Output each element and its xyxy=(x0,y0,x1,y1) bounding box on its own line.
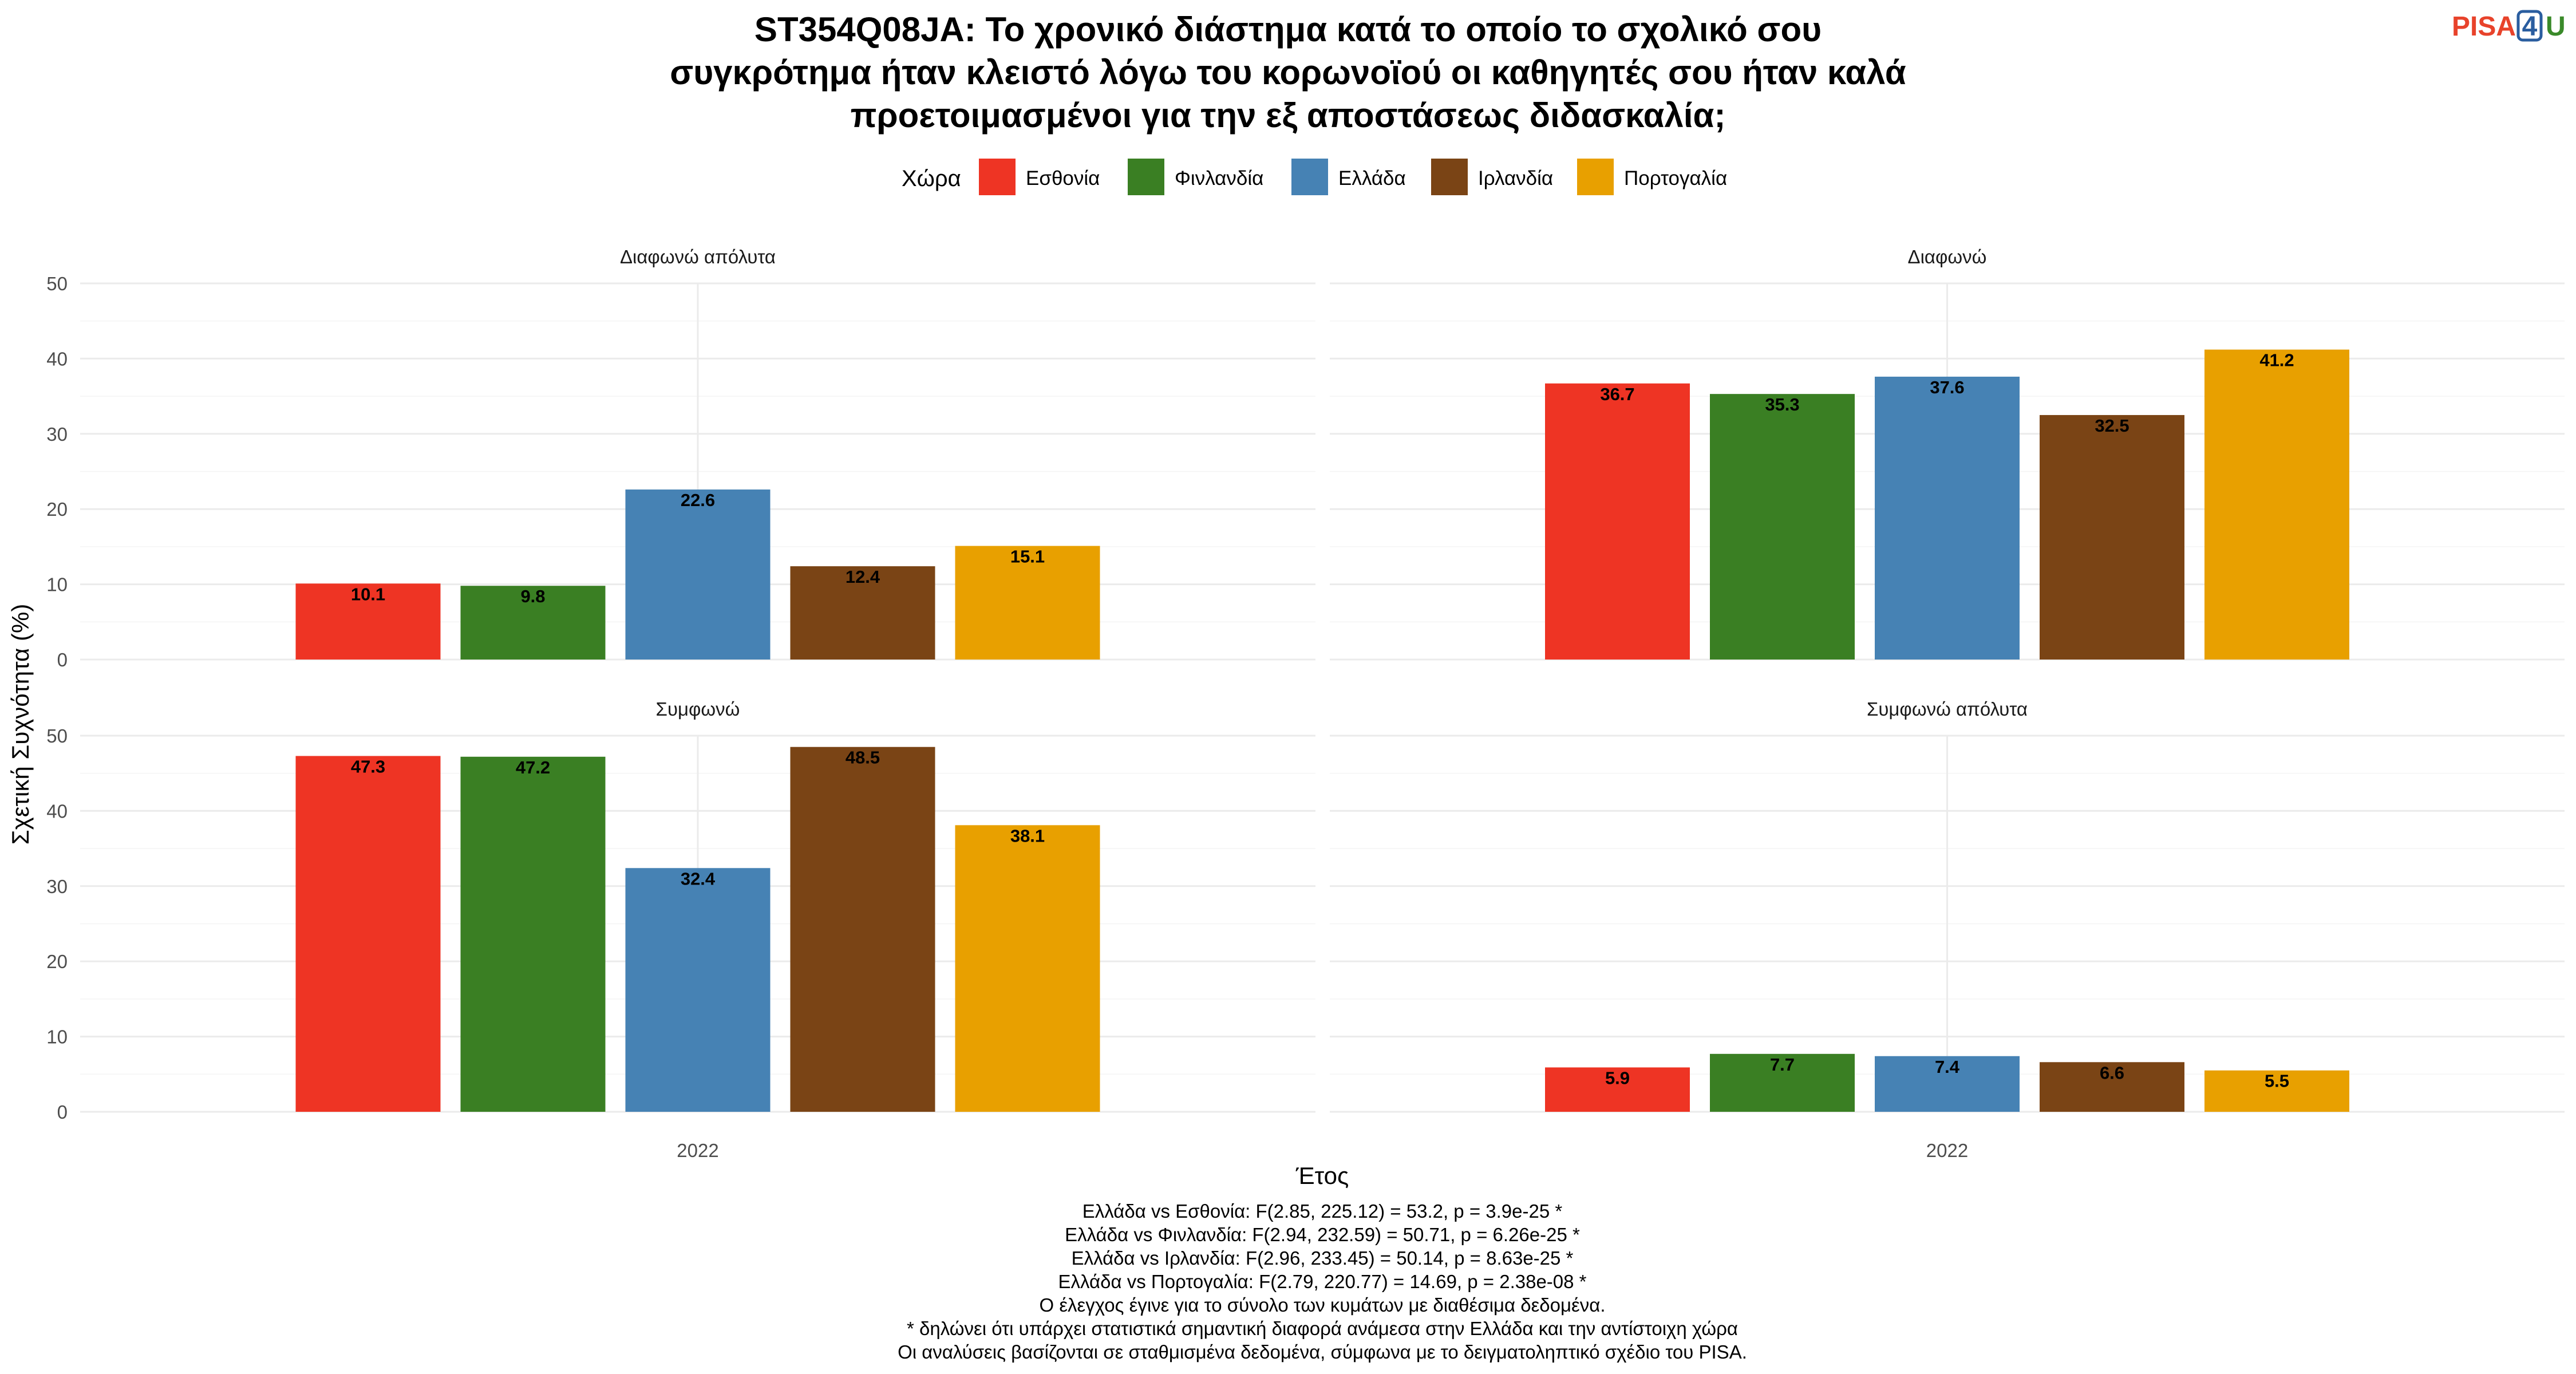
y-tick-label: 50 xyxy=(46,725,68,747)
facet-panel-1: 0 10 20 30 40 50 Διαφωνώ απόλυτα 10.1 9.8 22.6 12.… xyxy=(46,246,1315,670)
caption-line-2: Ελλάδα vs Φινλανδία: F(2.94, 232.59) = 5… xyxy=(1065,1224,1580,1245)
facet-panel-3: 0 10 20 30 40 50 Συμφωνώ 47.3 47.2 32.4 48.5 38.1 20… xyxy=(46,698,1315,1161)
bar-4-1 xyxy=(1545,1067,1690,1112)
bar-1-5 xyxy=(955,546,1100,660)
chart-title: ST354Q08JA: Το χρονικό διάστημα κατά το … xyxy=(670,10,1906,135)
bar-value-label: 47.2 xyxy=(516,757,550,777)
facet-title-1: Διαφωνώ απόλυτα xyxy=(620,246,776,267)
bar-value-label: 35.3 xyxy=(1765,394,1799,414)
y-tick-label: 0 xyxy=(57,649,68,670)
caption-line-3: Ελλάδα vs Ιρλανδία: F(2.96, 233.45) = 50… xyxy=(1072,1247,1574,1269)
bar-value-label: 7.4 xyxy=(1935,1057,1960,1077)
bar-3-2 xyxy=(460,756,606,1112)
legend-label-5: Πορτογαλία xyxy=(1624,167,1727,189)
y-tick-label: 10 xyxy=(46,1026,68,1048)
legend-key-5 xyxy=(1577,159,1614,195)
svg-text:PISA: PISA xyxy=(2452,11,2516,42)
bar-3-4 xyxy=(790,747,935,1112)
bar-2-3 xyxy=(1875,376,2020,660)
bar-4-5 xyxy=(2204,1070,2349,1112)
chart-title-line-1: ST354Q08JA: Το χρονικό διάστημα κατά το … xyxy=(754,10,1822,49)
pisa4u-logo: PISA 4 U xyxy=(2452,10,2566,42)
caption-line-6: * δηλώνει ότι υπάρχει στατιστικά σημαντι… xyxy=(907,1318,1738,1339)
facet-title-4: Συμφωνώ απόλυτα xyxy=(1867,698,2028,720)
bar-2-5 xyxy=(2204,349,2349,660)
bar-value-label: 12.4 xyxy=(846,567,880,587)
bar-value-label: 7.7 xyxy=(1770,1055,1795,1075)
svg-text:4: 4 xyxy=(2522,11,2538,42)
facet-title-2: Διαφωνώ xyxy=(1908,246,1987,267)
bar-value-label: 37.6 xyxy=(1930,377,1964,397)
y-tick-label: 50 xyxy=(46,273,68,294)
logo-prefix: PISA xyxy=(2452,11,2516,42)
y-tick-label: 0 xyxy=(57,1101,68,1123)
facet-title-3: Συμφωνώ xyxy=(656,698,740,720)
bar-1-3 xyxy=(625,489,771,660)
logo-digit: 4 xyxy=(2522,11,2538,42)
y-tick-label: 30 xyxy=(46,876,68,897)
bar-4-2 xyxy=(1710,1053,1855,1112)
legend-key-4 xyxy=(1431,159,1468,195)
chart-title-line-2: συγκρότημα ήταν κλειστό λόγω του κορωνοϊ… xyxy=(670,53,1906,92)
legend-key-1 xyxy=(979,159,1016,195)
caption-line-7: Οι αναλύσεις βασίζονται σε σταθμισμένα δ… xyxy=(898,1341,1747,1363)
bar-3-1 xyxy=(295,756,441,1112)
bar-value-label: 9.8 xyxy=(520,586,545,606)
bar-value-label: 22.6 xyxy=(681,490,715,510)
chart-caption: Ελλάδα vs Εσθονία: F(2.85, 225.12) = 53.… xyxy=(898,1201,1747,1363)
bar-value-label: 10.1 xyxy=(351,584,385,604)
bar-value-label: 36.7 xyxy=(1600,384,1634,404)
x-axis-title: Έτος xyxy=(1295,1162,1349,1189)
bar-value-label: 15.1 xyxy=(1010,547,1045,567)
bar-1-1 xyxy=(295,583,441,660)
facet-panel-4: Συμφωνώ απόλυτα 5.9 7.7 7.4 6.6 5.5 2022 xyxy=(1330,698,2565,1161)
legend-label-3: Ελλάδα xyxy=(1338,167,1406,189)
legend-label-2: Φινλανδία xyxy=(1175,167,1263,189)
y-tick-label: 20 xyxy=(46,951,68,972)
chart-title-line-3: προετοιμασμένοι για την εξ αποστάσεως δι… xyxy=(851,96,1726,135)
legend-key-2 xyxy=(1128,159,1164,195)
bar-2-4 xyxy=(2040,414,2184,660)
logo-suffix: U xyxy=(2546,11,2566,42)
bar-3-3 xyxy=(625,868,771,1112)
bar-value-label: 38.1 xyxy=(1010,826,1045,846)
y-tick-label: 10 xyxy=(46,574,68,595)
bar-4-4 xyxy=(2040,1062,2184,1112)
y-tick-label: 20 xyxy=(46,499,68,520)
bar-2-2 xyxy=(1710,394,1855,660)
caption-line-5: Ο έλεγχος έγινε για το σύνολο των κυμάτω… xyxy=(1040,1294,1606,1316)
bar-value-label: 32.5 xyxy=(2095,416,2129,436)
logo-digit-box xyxy=(2516,10,2543,42)
y-tick-label: 30 xyxy=(46,424,68,445)
bar-value-label: 5.9 xyxy=(1605,1068,1630,1088)
bar-value-label: 6.6 xyxy=(2100,1063,2124,1083)
bar-value-label: 48.5 xyxy=(846,748,880,768)
bar-1-2 xyxy=(460,586,606,660)
y-tick-label: 40 xyxy=(46,348,68,369)
legend-key-3 xyxy=(1291,159,1328,195)
bar-value-label: 41.2 xyxy=(2259,350,2294,370)
caption-line-1: Ελλάδα vs Εσθονία: F(2.85, 225.12) = 53.… xyxy=(1082,1201,1563,1222)
legend-label-4: Ιρλανδία xyxy=(1478,167,1553,189)
facet-panel-2: Διαφωνώ 36.7 35.3 37.6 32.5 41.2 xyxy=(1330,246,2565,661)
bar-4-3 xyxy=(1875,1056,2020,1112)
legend-title: Χώρα xyxy=(902,166,961,191)
bar-1-4 xyxy=(790,566,935,660)
facet-panels: 0 10 20 30 40 50 Διαφωνώ απόλυτα 10.1 9.8 22.6 12.… xyxy=(46,246,2565,1161)
legend-label-1: Εσθονία xyxy=(1026,167,1100,189)
y-axis-title: Σχετική Συχνότητα (%) xyxy=(7,604,34,845)
bar-2-1 xyxy=(1545,383,1690,660)
bar-3-5 xyxy=(955,825,1100,1112)
bar-value-label: 47.3 xyxy=(351,756,385,776)
bar-value-label: 5.5 xyxy=(2265,1071,2289,1091)
y-tick-label: 40 xyxy=(46,800,68,822)
svg-text:U: U xyxy=(2546,11,2566,42)
x-tick-label: 2022 xyxy=(677,1140,718,1161)
caption-line-4: Ελλάδα vs Πορτογαλία: F(2.79, 220.77) = … xyxy=(1058,1271,1586,1292)
bar-value-label: 32.4 xyxy=(681,868,716,889)
legend: Χώρα Εσθονία Φινλανδία Ελλάδα Ιρλανδία Πορτο… xyxy=(902,159,1727,195)
x-tick-label: 2022 xyxy=(1926,1140,1968,1161)
